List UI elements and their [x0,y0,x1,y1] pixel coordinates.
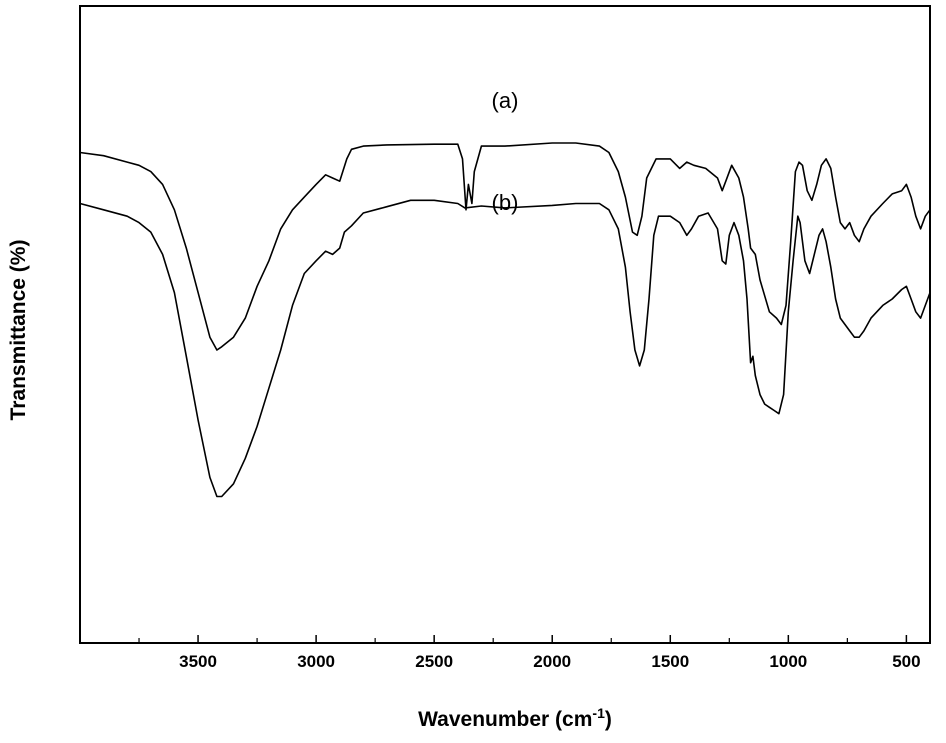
series-label-b: (b) [492,190,519,215]
series-line-a [79,142,931,351]
x-tick-label: 2000 [533,652,571,671]
x-tick-label: 1000 [769,652,807,671]
x-axis-title: Wavenumber (cm-1) [418,705,612,731]
x-tick-labels: 3500 3000 2500 2000 1500 1000 500 [179,652,920,671]
series-label-a: (a) [492,88,519,113]
series-labels: (a) (b) [492,88,519,215]
x-ticks [138,635,908,643]
x-tick-label: 3000 [297,652,335,671]
y-axis-title: Transmittance (%) [7,240,30,421]
plot-frame [79,5,931,644]
x-tick-label: 3500 [179,652,217,671]
series-line-b [79,199,931,498]
series-lines [79,142,931,498]
x-tick-label: 1500 [651,652,689,671]
x-tick-label: 500 [892,652,920,671]
x-tick-label: 2500 [415,652,453,671]
